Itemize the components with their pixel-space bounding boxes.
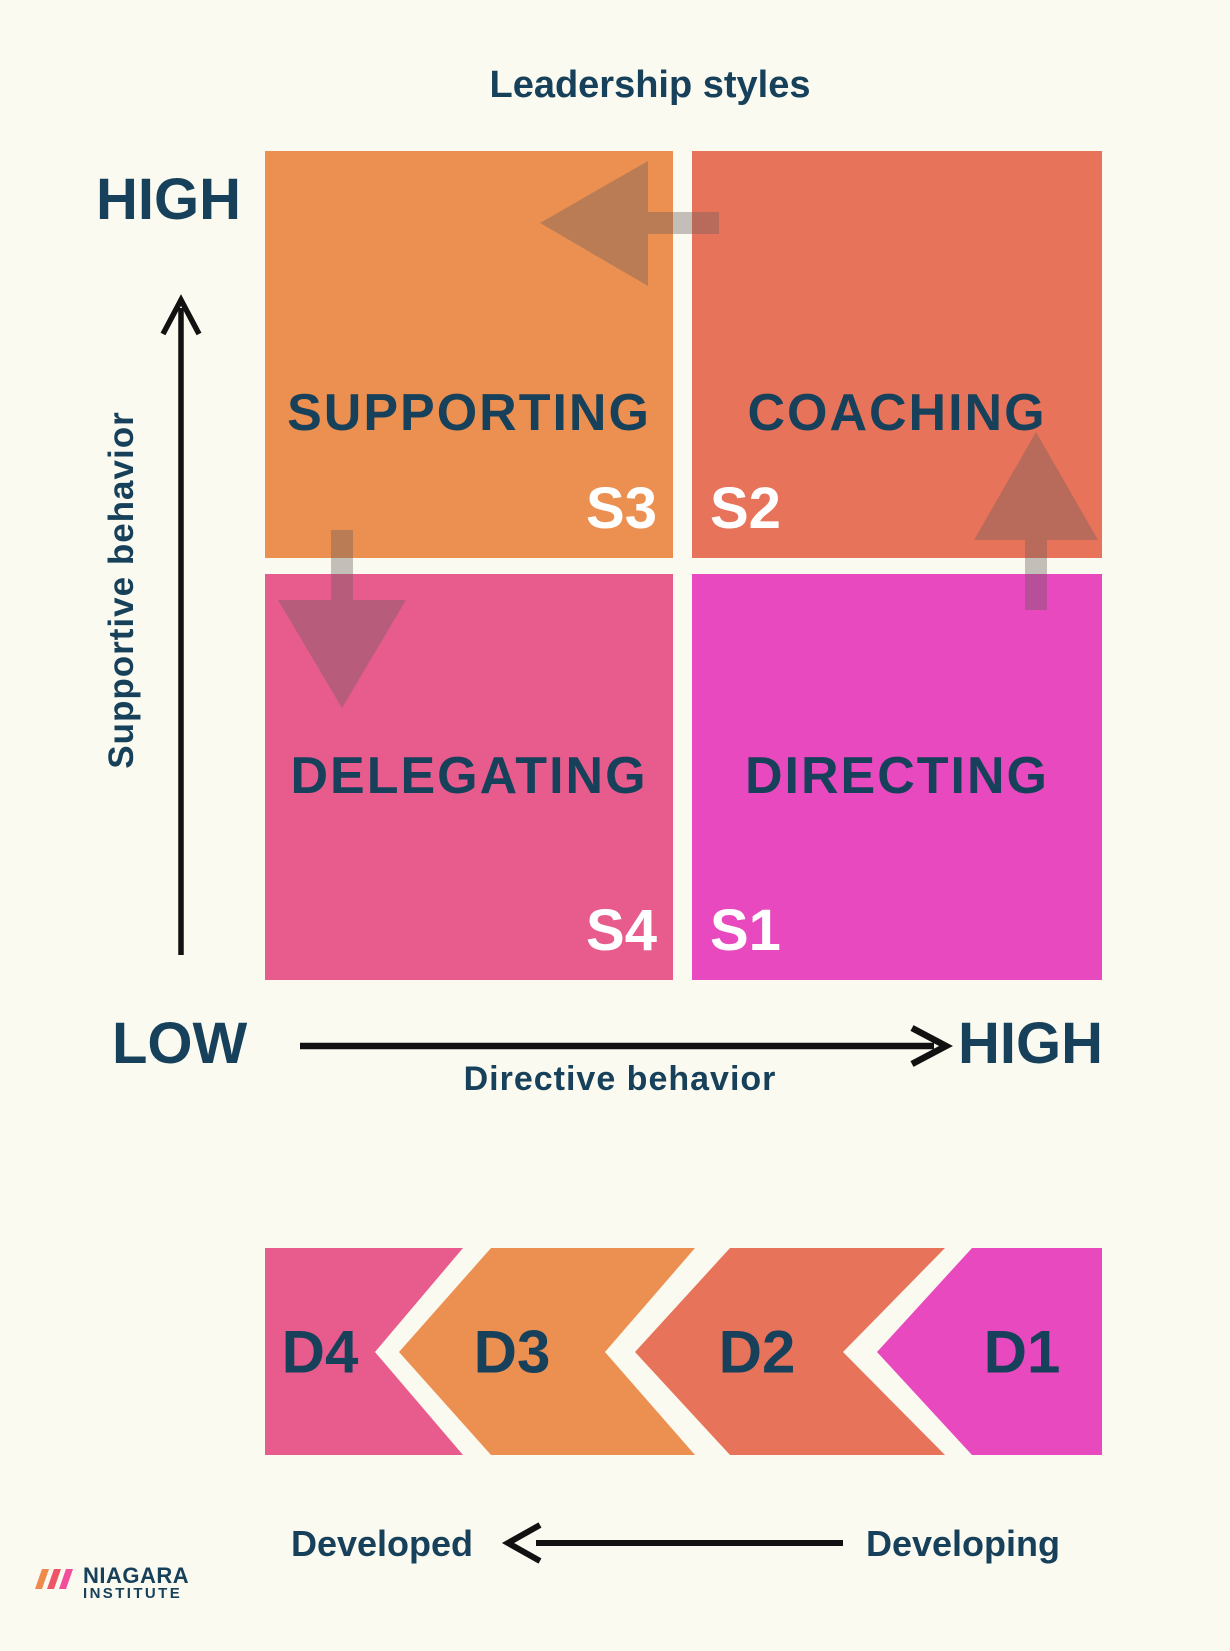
- page-title: Leadership styles: [489, 64, 811, 106]
- quadrant-delegating: DELEGATING S4: [265, 574, 673, 980]
- niagara-institute-logo: NIAGARA INSTITUTE: [35, 1563, 190, 1602]
- quadrant-supporting-code: S3: [586, 476, 657, 541]
- quadrant-directing-label: DIRECTING: [745, 747, 1049, 805]
- dev-level-d2: D2: [718, 1318, 796, 1386]
- x-axis-high-label: HIGH: [958, 1011, 1103, 1076]
- quadrant-delegating-code: S4: [586, 898, 657, 963]
- quadrant-delegating-label: DELEGATING: [290, 747, 648, 805]
- y-axis-high-label: HIGH: [96, 167, 241, 232]
- quadrant-directing: DIRECTING S1: [692, 574, 1102, 980]
- y-axis-arrowhead-icon: [160, 294, 202, 336]
- y-axis-title: Supportive behavior: [102, 411, 141, 769]
- x-axis-title: Directive behavior: [463, 1060, 777, 1098]
- quadrant-coaching-code: S2: [710, 476, 781, 541]
- developed-label: Developed: [290, 1523, 474, 1564]
- dev-level-d4: D4: [281, 1318, 359, 1386]
- quadrant-supporting: SUPPORTING S3: [265, 151, 673, 558]
- quadrant-coaching: COACHING S2: [692, 151, 1102, 558]
- developing-label: Developing: [865, 1523, 1061, 1564]
- dev-level-d1: D1: [983, 1318, 1061, 1386]
- x-axis-arrowhead-icon: [910, 1025, 953, 1067]
- dev-level-d3: D3: [473, 1318, 551, 1386]
- quadrant-supporting-label: SUPPORTING: [287, 384, 651, 442]
- quadrant-directing-code: S1: [710, 898, 781, 963]
- quadrant-coaching-label: COACHING: [747, 384, 1047, 442]
- logo-name: NIAGARA: [83, 1563, 190, 1588]
- logo-subname: INSTITUTE: [83, 1585, 183, 1602]
- development-arrowhead-icon: [501, 1522, 542, 1564]
- axis-low-label: LOW: [112, 1011, 248, 1076]
